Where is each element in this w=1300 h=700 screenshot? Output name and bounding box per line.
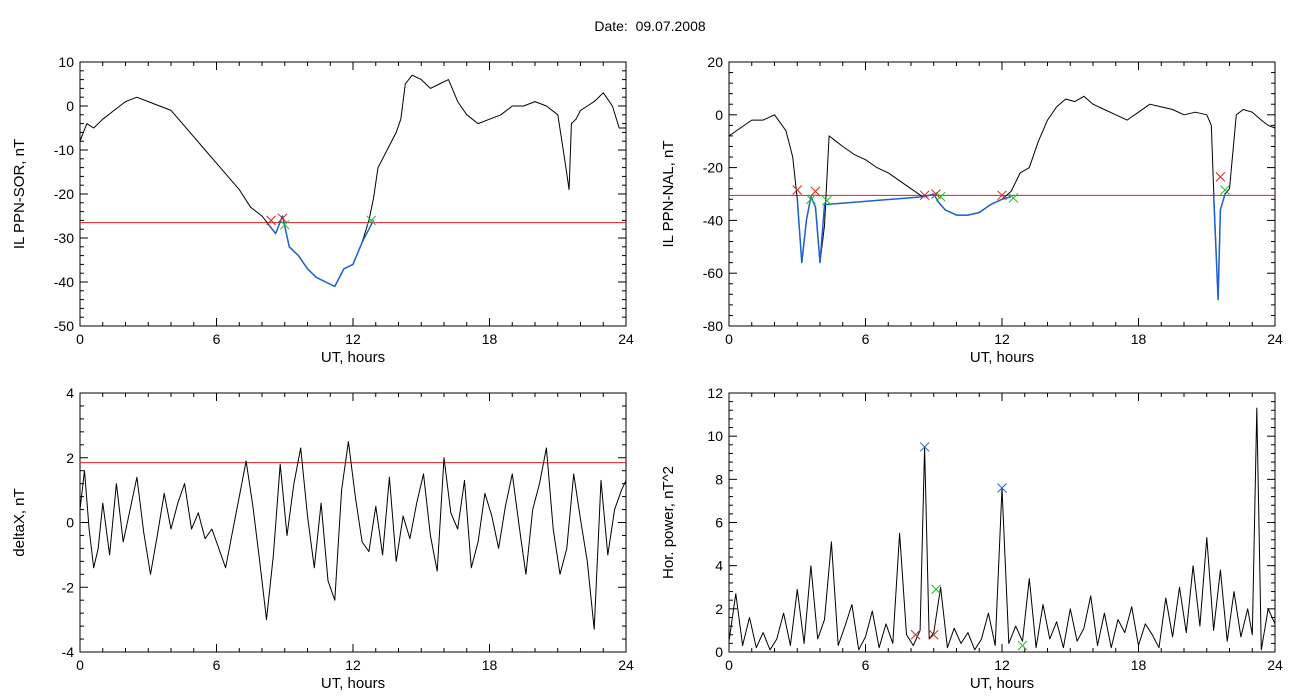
x-axis-label: UT, hours — [321, 675, 385, 692]
x-axis-label: UT, hours — [970, 675, 1034, 692]
y-tick-label: 10 — [58, 54, 74, 70]
x-marker — [1008, 193, 1019, 203]
series-line — [79, 74, 626, 287]
y-tick-label: 0 — [66, 515, 74, 531]
y-tick-label: 10 — [707, 428, 723, 444]
y-tick-label: -20 — [703, 160, 723, 176]
series-line — [79, 441, 627, 630]
x-tick-label: 18 — [482, 657, 498, 673]
y-tick-label: 2 — [715, 601, 723, 617]
y-tick-label: -4 — [62, 644, 75, 660]
y-tick-label: 6 — [715, 515, 723, 531]
y-tick-label: 0 — [715, 644, 723, 660]
x-axis-label: UT, hours — [321, 349, 385, 366]
x-tick-label: 0 — [725, 657, 733, 673]
page-title: Date: 09.07.2008 — [594, 18, 706, 34]
y-tick-label: 0 — [66, 98, 74, 114]
x-tick-label: 6 — [862, 331, 870, 347]
x-marker — [366, 215, 377, 226]
x-marker — [931, 189, 941, 199]
series-line — [1212, 193, 1226, 301]
x-tick-label: 24 — [1267, 331, 1283, 347]
x-marker — [997, 190, 1007, 201]
y-axis-label: Hor. power, nT^2 — [660, 466, 677, 579]
chart-ppn-sor: 0 6 12 18 24 -50 -40 -30 -20 -10 0 10 UT, hours IL PP… — [11, 54, 634, 366]
x-marker — [910, 629, 921, 640]
x-tick-label: 12 — [994, 657, 1010, 673]
y-tick-label: 2 — [66, 450, 74, 466]
y-tick-label: 4 — [66, 385, 74, 401]
y-tick-label: 12 — [707, 385, 723, 401]
x-tick-label: 6 — [213, 331, 221, 347]
x-marker — [931, 584, 941, 595]
x-tick-label: 24 — [1267, 657, 1283, 673]
x-axis-label: UT, hours — [970, 349, 1034, 366]
x-marker — [919, 190, 930, 201]
x-marker — [810, 186, 821, 197]
x-marker — [1017, 640, 1028, 651]
series-line — [268, 215, 375, 288]
y-tick-label: -40 — [54, 274, 74, 290]
x-marker — [1215, 171, 1226, 182]
y-tick-label: -10 — [54, 142, 74, 158]
y-tick-label: -30 — [54, 230, 74, 246]
x-marker — [919, 442, 930, 452]
x-tick-label: 24 — [618, 657, 634, 673]
x-tick-label: 24 — [618, 331, 634, 347]
x-tick-label: 12 — [345, 657, 361, 673]
x-tick-label: 18 — [482, 331, 498, 347]
y-tick-label: -20 — [54, 186, 74, 202]
y-tick-label: -50 — [54, 318, 74, 334]
plot-frame — [728, 392, 1276, 653]
x-marker — [279, 219, 290, 230]
y-axis-label: IL PPN-SOR, nT — [11, 139, 28, 249]
y-tick-label: -60 — [703, 265, 723, 281]
x-marker — [935, 191, 946, 202]
x-tick-label: 0 — [76, 657, 84, 673]
x-marker — [266, 215, 276, 226]
x-marker — [997, 483, 1007, 493]
x-tick-label: 12 — [345, 331, 361, 347]
y-tick-label: -2 — [62, 579, 75, 595]
y-tick-label: 4 — [715, 558, 723, 574]
x-marker — [277, 213, 288, 224]
y-tick-label: -40 — [703, 212, 723, 228]
x-tick-label: 6 — [213, 657, 221, 673]
y-tick-label: 8 — [715, 471, 723, 487]
y-axis-label: deltaX, nT — [11, 488, 28, 556]
y-tick-label: 20 — [707, 54, 723, 70]
x-tick-label: 12 — [994, 331, 1010, 347]
x-marker — [806, 194, 816, 205]
x-marker — [821, 195, 832, 206]
plot-frame — [79, 392, 627, 653]
y-tick-label: 0 — [715, 107, 723, 123]
series-line — [728, 407, 1276, 651]
plot-frame — [728, 61, 1276, 327]
x-tick-label: 18 — [1131, 331, 1147, 347]
series-line — [796, 193, 1012, 264]
x-marker — [928, 629, 939, 640]
y-axis-label: IL PPN-NAL, nT — [660, 141, 677, 248]
plot-frame — [79, 61, 627, 327]
x-marker — [792, 185, 803, 195]
x-tick-label: 0 — [725, 331, 733, 347]
y-tick-label: -80 — [703, 318, 723, 334]
x-tick-label: 18 — [1131, 657, 1147, 673]
x-marker — [1220, 185, 1230, 195]
chart-ppn-nal: 0 6 12 18 24 -80 -60 -40 -20 0 20 UT, hours IL PPN-N… — [660, 54, 1283, 366]
x-tick-label: 6 — [862, 657, 870, 673]
x-tick-label: 0 — [76, 331, 84, 347]
